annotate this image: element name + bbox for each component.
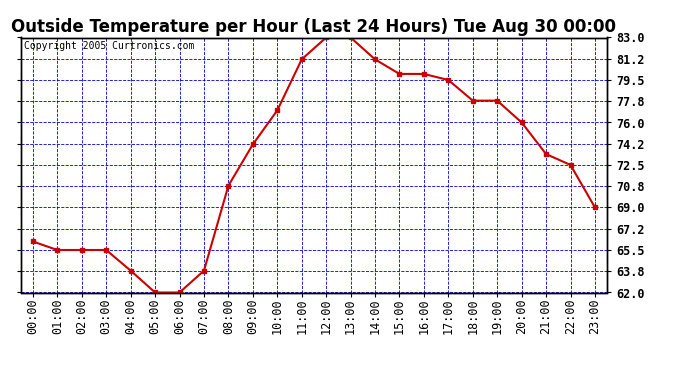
Text: Copyright 2005 Curtronics.com: Copyright 2005 Curtronics.com — [23, 41, 194, 51]
Title: Outside Temperature per Hour (Last 24 Hours) Tue Aug 30 00:00: Outside Temperature per Hour (Last 24 Ho… — [12, 18, 616, 36]
